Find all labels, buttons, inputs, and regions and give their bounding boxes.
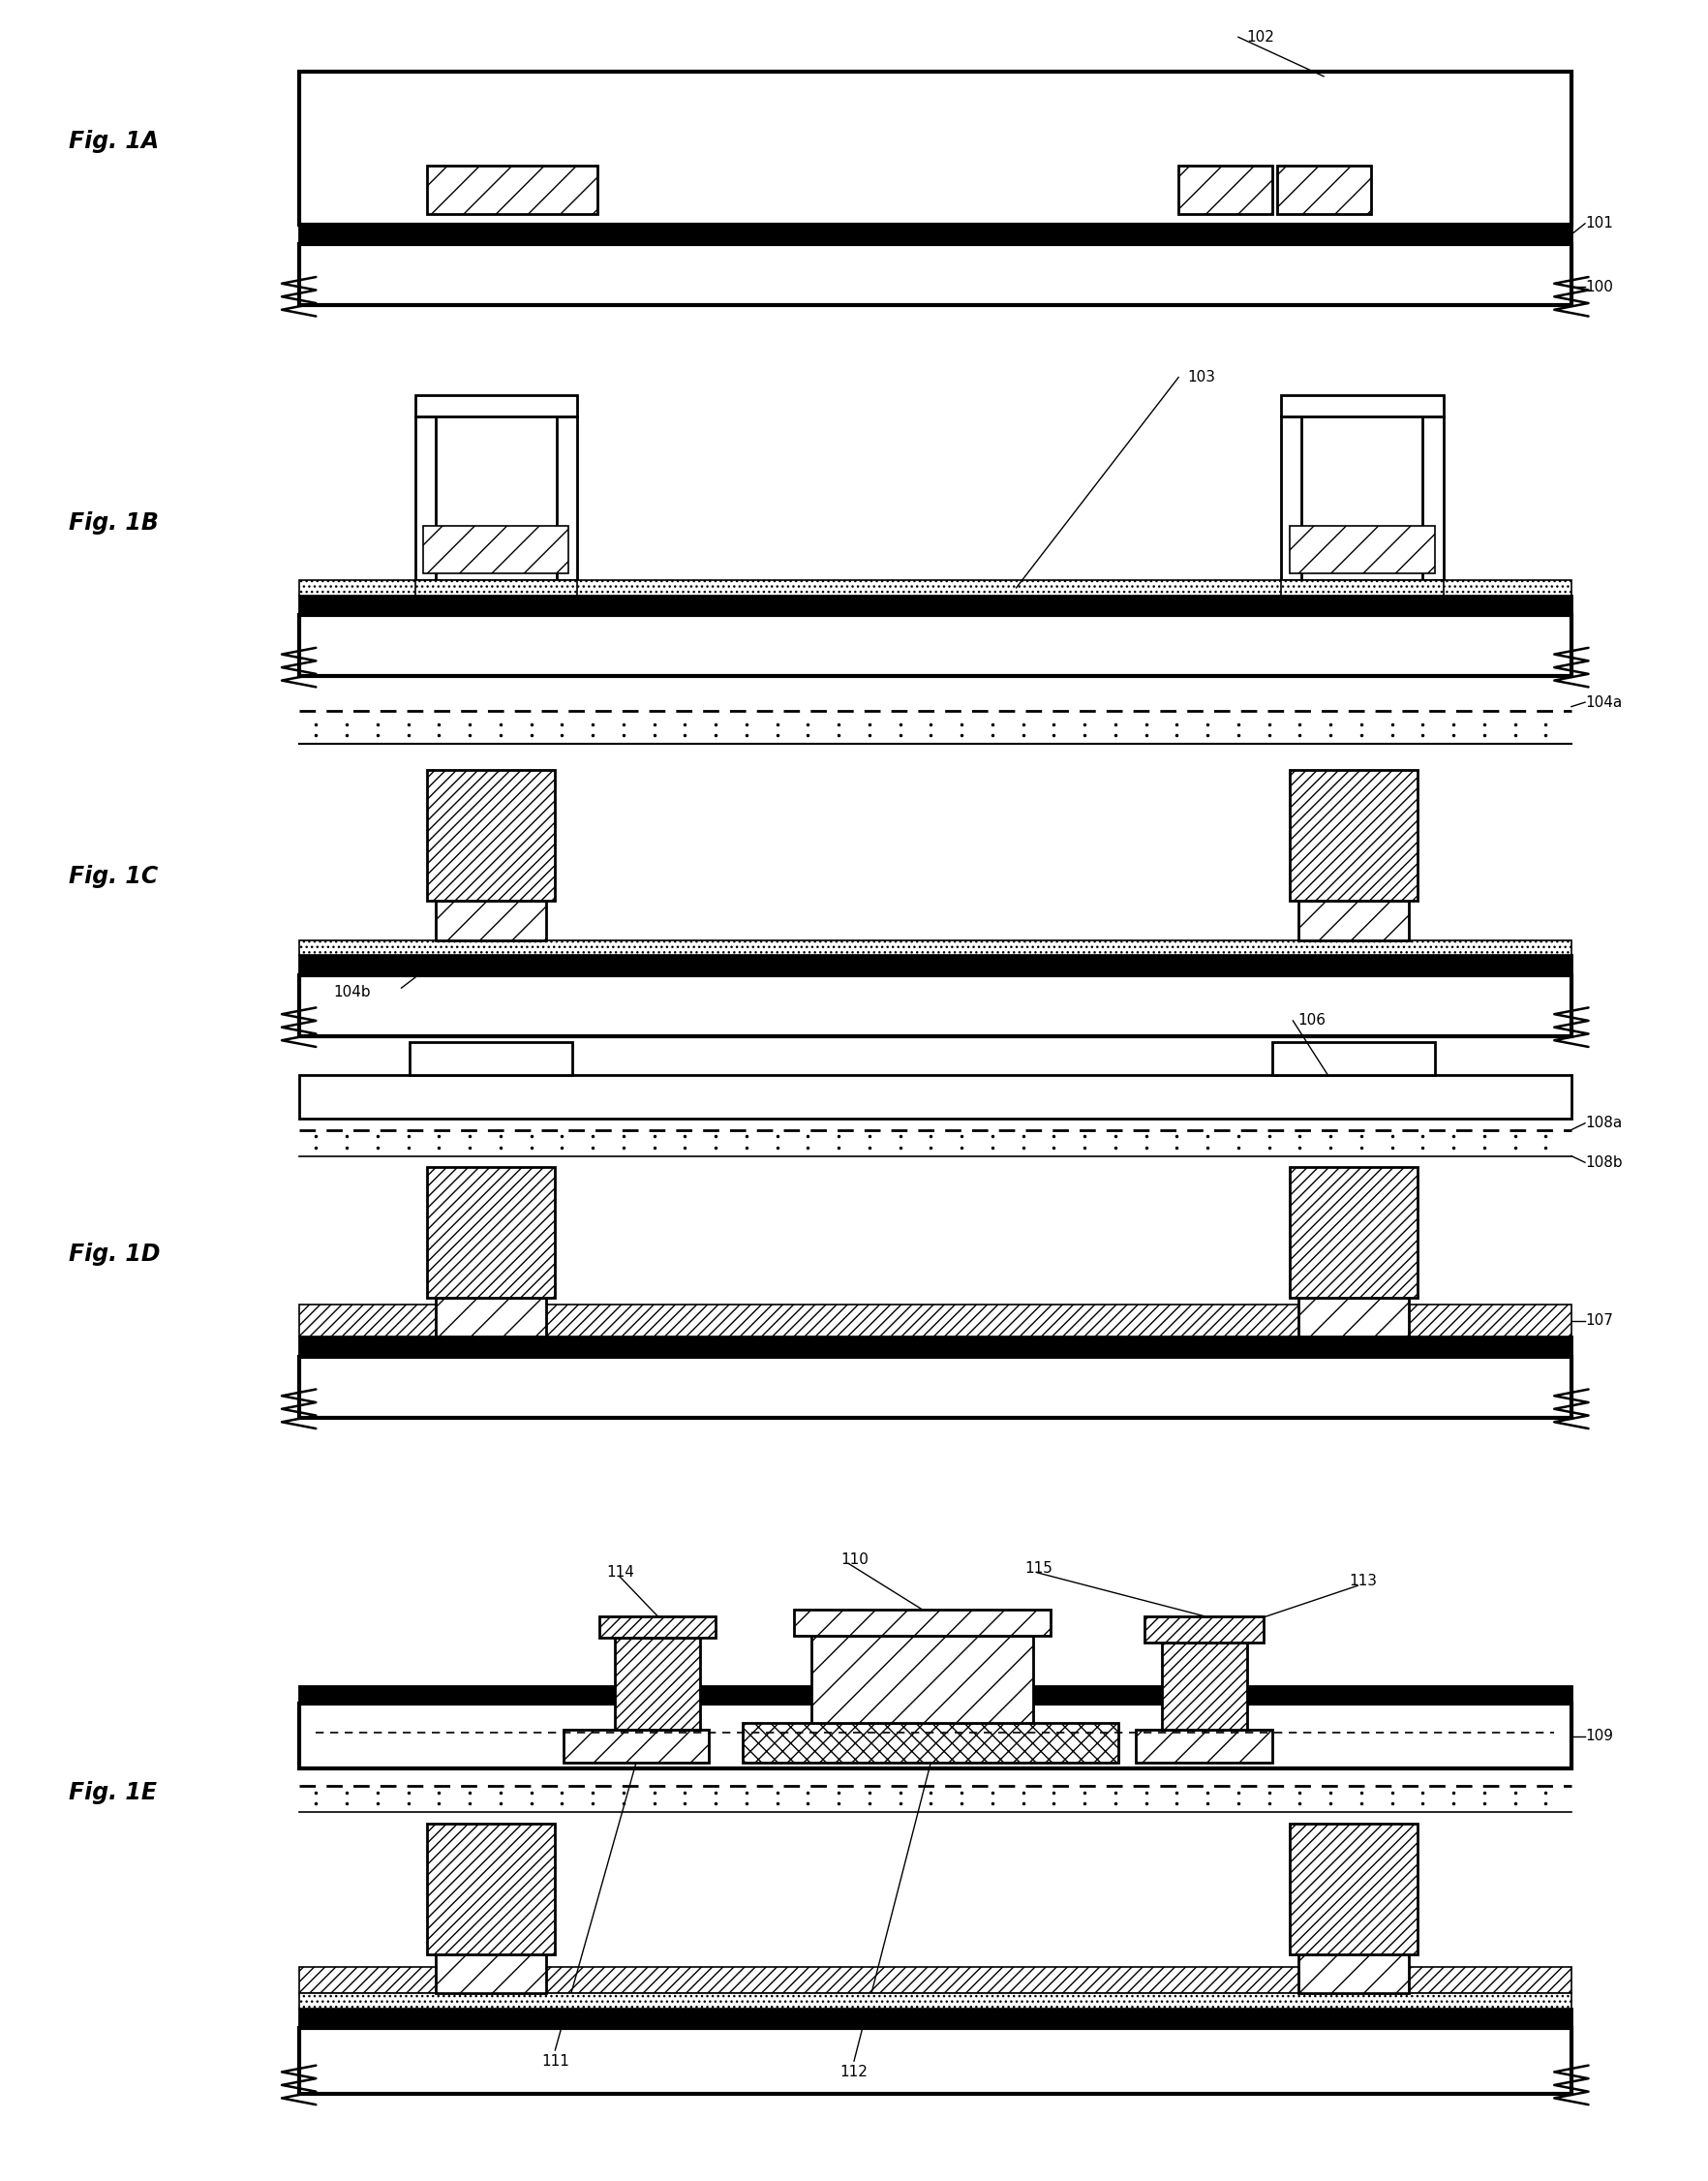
Bar bbox=[415, 417, 436, 580]
Bar bbox=[1281, 395, 1443, 417]
Bar bbox=[557, 417, 577, 580]
Bar bbox=[299, 615, 1571, 676]
Bar bbox=[299, 1304, 1571, 1337]
Bar bbox=[299, 1357, 1571, 1418]
Text: 108a: 108a bbox=[1585, 1117, 1623, 1130]
Bar bbox=[743, 1723, 1119, 1762]
Bar bbox=[1290, 770, 1418, 901]
Text: 114: 114 bbox=[606, 1566, 634, 1579]
Bar bbox=[1290, 1167, 1418, 1298]
Bar bbox=[299, 244, 1571, 305]
Bar bbox=[1298, 1954, 1409, 1993]
Bar bbox=[299, 2028, 1571, 2094]
Bar bbox=[1272, 1043, 1435, 1075]
Bar bbox=[1298, 901, 1409, 940]
Text: 112: 112 bbox=[840, 2065, 868, 2078]
Bar bbox=[299, 1993, 1571, 2009]
Text: 111: 111 bbox=[541, 2055, 569, 2068]
Bar bbox=[299, 580, 1571, 595]
Text: Fig. 1E: Fig. 1E bbox=[68, 1782, 157, 1804]
Bar bbox=[1179, 166, 1272, 214]
Text: 101: 101 bbox=[1585, 216, 1612, 231]
Bar bbox=[427, 166, 598, 214]
Text: 106: 106 bbox=[1298, 1014, 1325, 1027]
Text: 113: 113 bbox=[1349, 1575, 1377, 1588]
Text: 100: 100 bbox=[1585, 279, 1612, 294]
Bar bbox=[794, 1610, 1050, 1636]
Text: Fig. 1C: Fig. 1C bbox=[68, 866, 157, 888]
Bar bbox=[436, 1954, 547, 1993]
Bar bbox=[564, 1730, 709, 1762]
Bar bbox=[436, 901, 547, 940]
Bar bbox=[299, 940, 1571, 955]
Bar bbox=[600, 1616, 716, 1638]
Bar bbox=[415, 395, 577, 417]
Text: 103: 103 bbox=[1187, 371, 1214, 384]
Bar bbox=[299, 1686, 1571, 1703]
Bar bbox=[299, 595, 1571, 615]
Bar bbox=[1290, 1823, 1418, 1954]
Bar bbox=[299, 1967, 1571, 1993]
Bar bbox=[1290, 526, 1435, 574]
Text: 104a: 104a bbox=[1585, 696, 1623, 709]
Bar bbox=[410, 1043, 572, 1075]
Text: 108b: 108b bbox=[1585, 1156, 1623, 1169]
Text: 102: 102 bbox=[1247, 31, 1274, 44]
Bar bbox=[427, 1823, 555, 1954]
Bar bbox=[1423, 417, 1443, 580]
Bar bbox=[299, 2009, 1571, 2028]
Bar bbox=[299, 955, 1571, 975]
Text: Fig. 1D: Fig. 1D bbox=[68, 1243, 161, 1265]
Bar bbox=[1281, 580, 1443, 595]
Bar bbox=[1278, 166, 1372, 214]
Bar bbox=[427, 1167, 555, 1298]
Bar bbox=[1298, 1298, 1409, 1337]
Text: 109: 109 bbox=[1585, 1730, 1612, 1743]
Bar bbox=[299, 72, 1571, 225]
Text: 107: 107 bbox=[1585, 1313, 1612, 1328]
Bar bbox=[427, 770, 555, 901]
Bar bbox=[1161, 1642, 1247, 1730]
Bar bbox=[811, 1636, 1033, 1723]
Bar bbox=[299, 1075, 1571, 1119]
Bar bbox=[299, 1337, 1571, 1357]
Bar bbox=[424, 526, 569, 574]
Bar bbox=[615, 1638, 700, 1730]
Bar bbox=[1144, 1616, 1264, 1642]
Bar bbox=[299, 1703, 1571, 1769]
Text: 110: 110 bbox=[840, 1553, 868, 1566]
Text: Fig. 1B: Fig. 1B bbox=[68, 513, 159, 534]
Bar bbox=[436, 1298, 547, 1337]
Bar bbox=[1136, 1730, 1272, 1762]
Text: 104b: 104b bbox=[333, 986, 371, 999]
Bar bbox=[415, 580, 577, 595]
Bar bbox=[299, 975, 1571, 1036]
Bar bbox=[299, 225, 1571, 244]
Text: Fig. 1A: Fig. 1A bbox=[68, 131, 159, 153]
Text: 115: 115 bbox=[1025, 1562, 1052, 1575]
Bar bbox=[1281, 417, 1301, 580]
